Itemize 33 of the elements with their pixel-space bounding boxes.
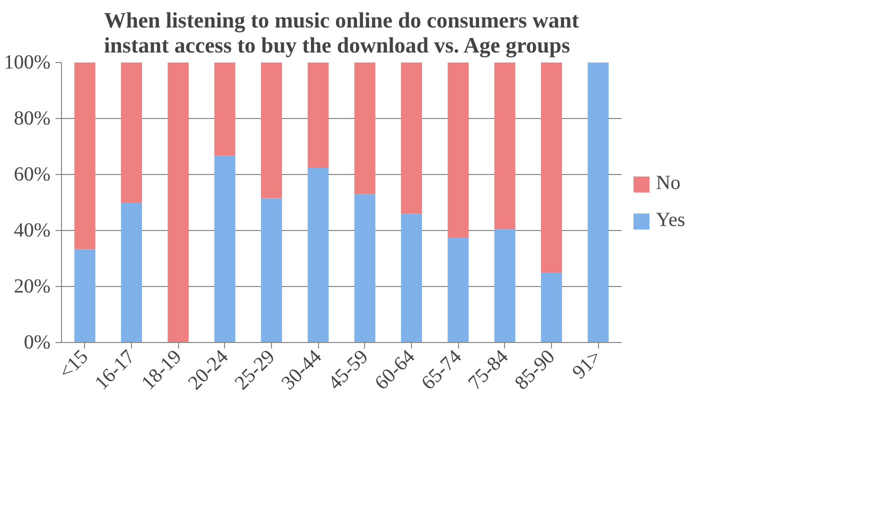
bar — [74, 62, 96, 250]
y-tick-label: 40% — [14, 220, 51, 242]
bar — [401, 62, 422, 214]
bar — [168, 62, 189, 342]
bar — [541, 62, 562, 272]
bar — [308, 62, 329, 168]
bar — [494, 62, 516, 230]
bar — [214, 156, 236, 342]
bar — [354, 194, 376, 342]
legend-label: Yes — [656, 209, 686, 232]
bar — [401, 214, 422, 342]
bar — [354, 62, 376, 194]
bar — [74, 249, 96, 342]
chart-title: When listening to music online do consumers want instant access to buy the download vs. Age groups — [104, 8, 580, 58]
bar — [214, 62, 236, 156]
legend-label: No — [656, 172, 680, 195]
bar — [121, 202, 142, 342]
bar — [541, 272, 562, 342]
bar — [261, 198, 282, 342]
bar — [588, 62, 609, 342]
y-tick-label: 0% — [24, 332, 51, 354]
y-tick-label: 80% — [14, 108, 51, 130]
bar — [261, 62, 282, 198]
y-tick-label: 100% — [4, 52, 51, 74]
bar — [121, 62, 142, 202]
bar — [448, 238, 469, 342]
bar — [448, 62, 469, 238]
x-tick-label: 91> — [568, 346, 606, 384]
bar — [494, 229, 516, 342]
y-tick-label: 60% — [14, 164, 51, 186]
bar — [308, 168, 329, 342]
x-tick-label: <15 — [54, 346, 93, 384]
y-tick-label: 20% — [14, 276, 51, 298]
